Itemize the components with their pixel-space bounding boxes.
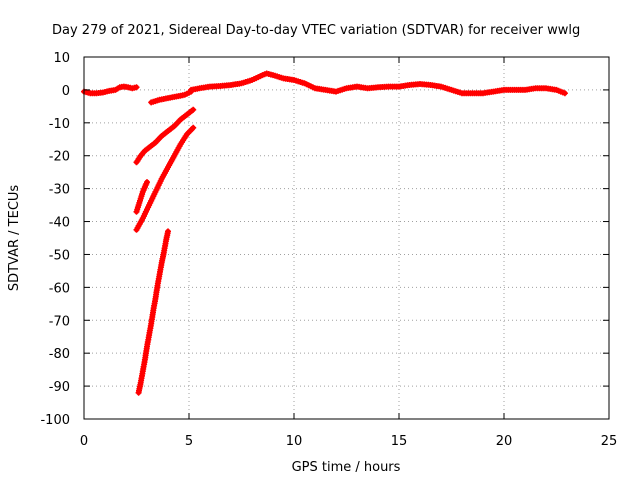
series-track-a: [133, 106, 197, 166]
x-tick-label: 0: [80, 434, 88, 449]
y-tick-label: -40: [49, 216, 70, 231]
y-axis-title: SDTVAR / TECUs: [7, 185, 22, 292]
tick-layer: 10 0 -10 -20 -30 -40 -50 -60 -70 -80 -90 -100 0 5 10 15…: [40, 51, 617, 449]
y-tick-label: -100: [40, 413, 70, 428]
series-track-c: [133, 124, 197, 233]
series-markers: [148, 88, 195, 106]
series-main-arc: [188, 70, 568, 97]
x-tick-label: 15: [391, 434, 408, 449]
series-rising-arc: [148, 88, 195, 106]
chart-title: Day 279 of 2021, Sidereal Day-to-day VTE…: [52, 23, 580, 38]
x-tick-label: 5: [185, 434, 193, 449]
series-track-b: [133, 179, 150, 215]
x-tick-label: 25: [601, 434, 618, 449]
y-tick-label: -50: [49, 248, 70, 263]
y-tick-label: -30: [49, 183, 70, 198]
series-markers: [133, 106, 197, 166]
y-tick-label: -60: [49, 281, 70, 296]
x-tick-label: 20: [496, 434, 513, 449]
x-tick-label: 10: [286, 434, 303, 449]
y-tick-label: -80: [49, 347, 70, 362]
data-layer: [81, 70, 568, 396]
series-track-d: [135, 228, 171, 396]
y-tick-label: 0: [62, 84, 70, 99]
y-tick-label: 10: [53, 51, 70, 66]
x-axis-title: GPS time / hours: [292, 460, 401, 475]
y-tick-label: -10: [49, 117, 70, 132]
series-markers: [188, 70, 568, 97]
series-markers: [133, 179, 150, 215]
grid-layer: [84, 57, 609, 419]
series-markers: [133, 124, 197, 233]
y-tick-label: -70: [49, 314, 70, 329]
plot-frame: [83, 56, 610, 420]
y-tick-label: -90: [49, 380, 70, 395]
series-early-arc: [81, 83, 140, 97]
series-markers: [135, 228, 171, 396]
y-tick-label: -20: [49, 150, 70, 165]
